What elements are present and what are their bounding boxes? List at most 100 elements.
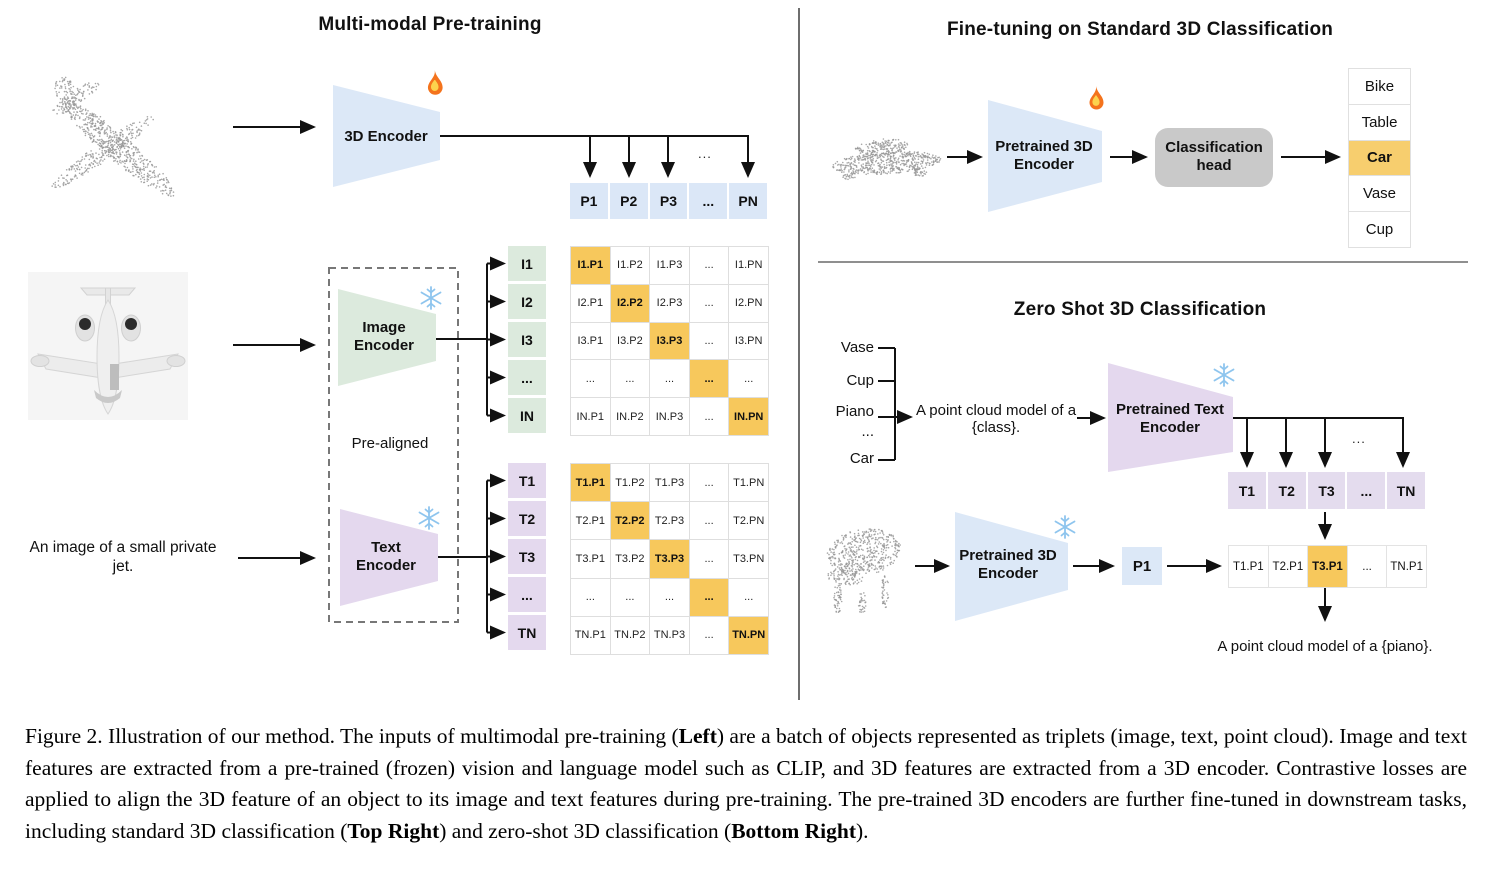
matrix-cell: ... <box>571 578 610 616</box>
zeroshot-class-words: Vase Cup Piano... Car <box>808 0 878 710</box>
matrix-cell: I1.PN <box>729 247 768 284</box>
image-encoder-label: Image Encoder <box>353 319 414 354</box>
matrix-cell: T1.P2 <box>610 464 650 502</box>
pretrained-3d-encoder-shape <box>988 100 1102 212</box>
caption-segment: ) are a batch of objects represented as … <box>25 724 1467 843</box>
p1-feature-box: P1 <box>1122 547 1162 585</box>
matrix-cell: IN.P3 <box>650 398 689 435</box>
cell: I3 <box>508 322 546 357</box>
cell: Vase <box>1349 176 1410 212</box>
cell: Bike <box>1349 69 1410 104</box>
matrix-cell: ... <box>689 616 729 654</box>
matrix-cell: I2.PN <box>729 284 768 322</box>
matrix-cell: I2.P3 <box>650 284 689 322</box>
pretrained-text-encoder-label: Pretrained Text Encoder <box>1115 401 1225 436</box>
cell: P1 <box>570 183 608 219</box>
classification-head-box <box>1155 128 1273 187</box>
matrix-cell: T2.P1 <box>571 502 610 540</box>
zeroshot-class-word: ... <box>861 423 874 440</box>
matrix-cell: TN.PN <box>729 616 768 654</box>
matrix-cell: ... <box>729 360 768 398</box>
matrix-cell: T3.P3 <box>650 540 689 578</box>
snowflake-icon <box>1213 363 1235 387</box>
p-feature-row: P1 P2 P3... PN <box>570 183 767 219</box>
cell: TN <box>1387 472 1425 509</box>
matrix-cell: ... <box>689 398 729 435</box>
cell: IN <box>508 398 546 433</box>
piano-point-cloud <box>826 528 901 613</box>
matrix-cell: T1.P1 <box>571 464 610 502</box>
caption-bold-segment: Top Right <box>347 818 440 843</box>
matrix-cell: ... <box>689 502 729 540</box>
cell: T1 <box>1228 472 1266 509</box>
airplane-image <box>28 272 188 420</box>
text-point-similarity-matrix: T1.P1 T1.P2 T1.P3... T1.PN T2.P1 T2.P2 T2.P3..… <box>570 463 769 655</box>
cell: TN.P1 <box>1387 546 1426 587</box>
matrix-cell: I2.P1 <box>571 284 610 322</box>
text-encoder-label: Text Encoder <box>355 539 416 574</box>
cell: TN <box>508 615 546 650</box>
matrix-cell: IN.P1 <box>571 398 610 435</box>
matrix-cell: T3.PN <box>729 540 768 578</box>
ellipsis-t-drops: ... <box>1352 431 1366 446</box>
cell: T2.P1 <box>1268 546 1308 587</box>
matrix-cell: ... <box>610 360 650 398</box>
matrix-cell: I3.PN <box>729 322 768 360</box>
matrix-cell: I1.P1 <box>571 247 610 284</box>
matrix-cell: T2.P3 <box>650 502 689 540</box>
finetune-panel-title: Fine-tuning on Standard 3D Classificatio… <box>946 19 1334 40</box>
zeroshot-panel-title: Zero Shot 3D Classification <box>1013 299 1267 320</box>
matrix-cell: I3.P3 <box>650 322 689 360</box>
matrix-cell: ... <box>689 247 729 284</box>
pretrained-3d-encoder-zs-shape <box>955 512 1068 621</box>
zeroshot-result-row: T1.P1 T2.P1 T3.P1... TN.P1 <box>1228 545 1427 588</box>
snowflake-icon <box>1054 515 1076 539</box>
pretrained-3d-encoder-zs-label: Pretrained 3D Encoder <box>959 547 1057 582</box>
matrix-cell: TN.P3 <box>650 616 689 654</box>
t-feature-row: T1 T2 T3... TN <box>1228 472 1425 509</box>
cell: Cup <box>1349 212 1410 247</box>
caption-segment: ). <box>856 818 869 843</box>
matrix-cell: T1.P3 <box>650 464 689 502</box>
image-caption-text: An image of a small private jet. <box>29 539 217 575</box>
matrix-cell: I3.P2 <box>610 322 650 360</box>
matrix-cell: ... <box>689 578 729 616</box>
3d-encoder-label: 3D Encoder <box>344 128 428 145</box>
matrix-cell: TN.P2 <box>610 616 650 654</box>
pre-aligned-dashed-box <box>328 267 459 623</box>
pre-aligned-label: Pre-aligned <box>351 435 429 452</box>
matrix-cell: ... <box>689 464 729 502</box>
matrix-cell: ... <box>689 284 729 322</box>
caption-segment: Figure 2. Illustration of our method. Th… <box>25 724 679 748</box>
matrix-cell: ... <box>610 578 650 616</box>
left-panel-title: Multi-modal Pre-training <box>318 14 542 35</box>
cell: P2 <box>609 183 648 219</box>
3d-encoder-shape <box>333 85 440 187</box>
zeroshot-class-word: Car <box>849 450 874 467</box>
cell: T2 <box>508 501 546 536</box>
matrix-cell: ... <box>729 578 768 616</box>
cell: T1.P1 <box>1229 546 1268 587</box>
image-feature-labels: I1 I2 I3... IN <box>508 246 546 433</box>
cell: ... <box>1347 472 1386 509</box>
figure-caption: Figure 2. Illustration of our method. Th… <box>25 721 1467 847</box>
cell: I1 <box>508 246 546 281</box>
caption-segment: ) and zero-shot 3D classification ( <box>439 818 732 843</box>
ellipsis-p-drops: ... <box>698 146 712 161</box>
cell: T2 <box>1267 472 1306 509</box>
matrix-cell: ... <box>571 360 610 398</box>
matrix-cell: ... <box>689 540 729 578</box>
matrix-cell: T2.P2 <box>610 502 650 540</box>
image-point-similarity-matrix: I1.P1 I1.P2 I1.P3... I1.PN I2.P1 I2.P2 I2.P3..… <box>570 246 769 436</box>
left-panel-arrows <box>233 120 755 640</box>
matrix-cell: ... <box>650 578 689 616</box>
cell: P3 <box>649 183 688 219</box>
classification-head-label: Classification head <box>1165 139 1263 174</box>
matrix-cell: ... <box>650 360 689 398</box>
matrix-cell: IN.P2 <box>610 398 650 435</box>
matrix-cell: T3.P1 <box>571 540 610 578</box>
cell: ... <box>689 183 728 219</box>
matrix-cell: T1.PN <box>729 464 768 502</box>
figure-artwork <box>28 8 1468 700</box>
